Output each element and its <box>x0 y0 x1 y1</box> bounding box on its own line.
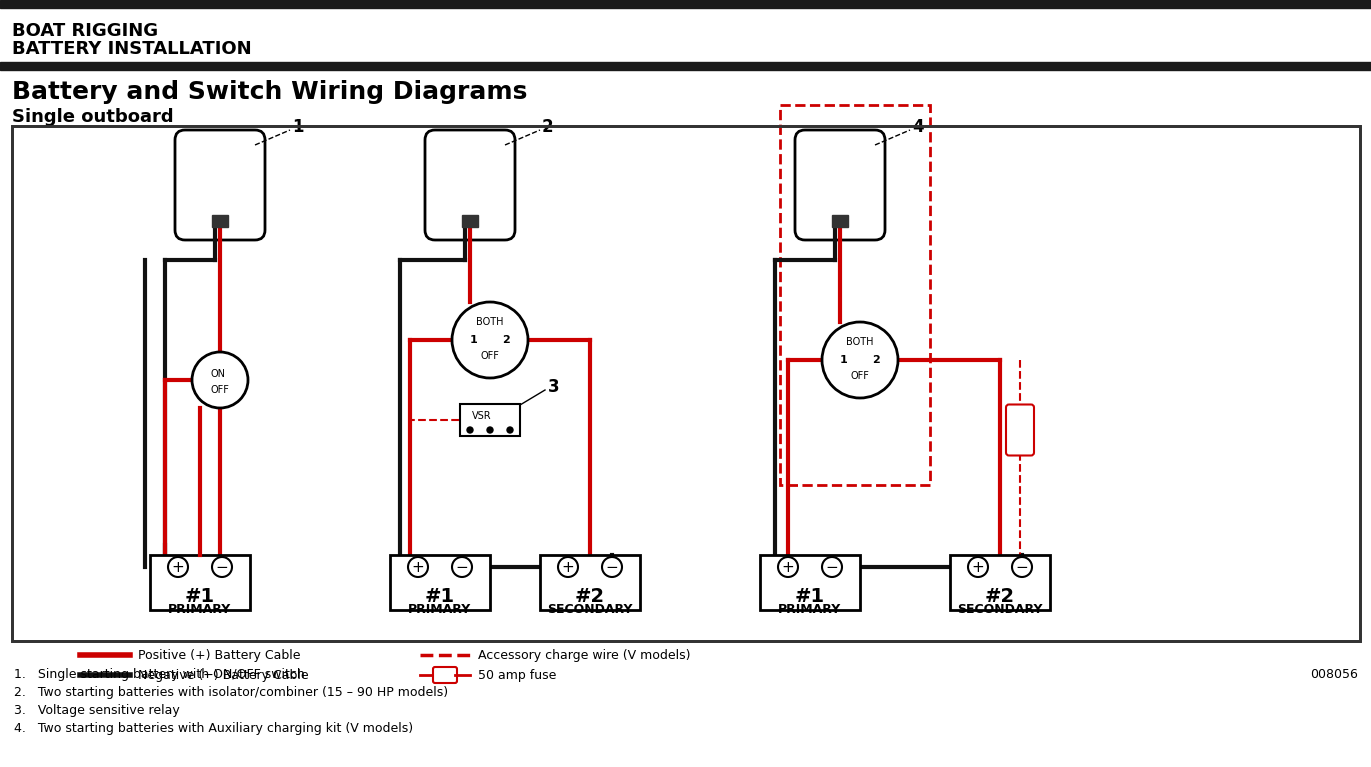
Circle shape <box>487 427 494 433</box>
Circle shape <box>452 557 472 577</box>
Text: +: + <box>171 559 184 574</box>
Text: 2: 2 <box>542 118 554 136</box>
FancyBboxPatch shape <box>175 130 265 240</box>
Text: 2: 2 <box>872 355 880 365</box>
Text: +: + <box>972 559 984 574</box>
Text: PRIMARY: PRIMARY <box>409 603 472 616</box>
Text: BOAT RIGGING: BOAT RIGGING <box>12 22 158 40</box>
Text: Negative (−) Battery Cable: Negative (−) Battery Cable <box>138 669 308 682</box>
Circle shape <box>507 427 513 433</box>
Text: 4: 4 <box>912 118 924 136</box>
Text: 3: 3 <box>548 378 559 396</box>
Text: #2: #2 <box>574 587 605 606</box>
Circle shape <box>452 302 528 378</box>
Text: VSR: VSR <box>472 411 492 421</box>
Bar <box>0 62 1371 70</box>
Bar <box>832 215 849 227</box>
Bar <box>950 555 1050 610</box>
Text: 008056: 008056 <box>1311 668 1359 681</box>
Text: Positive (+) Battery Cable: Positive (+) Battery Cable <box>138 649 300 661</box>
Text: BOTH: BOTH <box>476 317 503 327</box>
Text: #1: #1 <box>795 587 825 606</box>
Circle shape <box>213 557 232 577</box>
Circle shape <box>192 352 248 408</box>
Text: −: − <box>606 559 618 574</box>
Bar <box>461 404 520 436</box>
Circle shape <box>602 557 622 577</box>
Circle shape <box>777 557 798 577</box>
Text: BATTERY INSTALLATION: BATTERY INSTALLATION <box>12 40 252 58</box>
Bar <box>462 215 478 227</box>
FancyBboxPatch shape <box>433 667 457 683</box>
Text: −: − <box>455 559 469 574</box>
Text: SECONDARY: SECONDARY <box>547 603 633 616</box>
Bar <box>213 215 228 227</box>
Text: 1.   Single starting battery with ON/OFF switch: 1. Single starting battery with ON/OFF s… <box>14 668 304 681</box>
Text: #2: #2 <box>984 587 1015 606</box>
Text: Battery and Switch Wiring Diagrams: Battery and Switch Wiring Diagrams <box>12 80 528 104</box>
Bar <box>12 126 1360 641</box>
Bar <box>760 555 860 610</box>
Circle shape <box>823 557 842 577</box>
Bar <box>12 126 1360 641</box>
Text: 1: 1 <box>840 355 847 365</box>
Text: +: + <box>562 559 574 574</box>
FancyBboxPatch shape <box>795 130 886 240</box>
FancyBboxPatch shape <box>425 130 515 240</box>
Text: #1: #1 <box>185 587 215 606</box>
Text: −: − <box>215 559 229 574</box>
Bar <box>540 555 640 610</box>
Circle shape <box>823 322 898 398</box>
Text: OFF: OFF <box>481 351 499 361</box>
Text: Single outboard: Single outboard <box>12 108 174 126</box>
Circle shape <box>468 427 473 433</box>
Text: 4.   Two starting batteries with Auxiliary charging kit (V models): 4. Two starting batteries with Auxiliary… <box>14 722 413 735</box>
Circle shape <box>558 557 579 577</box>
Text: −: − <box>825 559 839 574</box>
Circle shape <box>1012 557 1032 577</box>
Bar <box>0 0 1371 8</box>
Text: PRIMARY: PRIMARY <box>169 603 232 616</box>
Text: OFF: OFF <box>211 385 229 395</box>
Text: +: + <box>781 559 794 574</box>
FancyBboxPatch shape <box>1006 404 1034 456</box>
Text: Accessory charge wire (V models): Accessory charge wire (V models) <box>478 649 691 661</box>
Bar <box>780 105 930 485</box>
Text: SECONDARY: SECONDARY <box>957 603 1043 616</box>
Circle shape <box>968 557 988 577</box>
Bar <box>389 555 489 610</box>
Text: 1: 1 <box>470 335 478 345</box>
Text: BOTH: BOTH <box>846 337 873 347</box>
Text: OFF: OFF <box>850 371 869 381</box>
Text: −: − <box>1016 559 1028 574</box>
Bar <box>149 555 250 610</box>
Text: 2.   Two starting batteries with isolator/combiner (15 – 90 HP models): 2. Two starting batteries with isolator/… <box>14 686 448 699</box>
Text: +: + <box>411 559 425 574</box>
Text: PRIMARY: PRIMARY <box>779 603 842 616</box>
Circle shape <box>169 557 188 577</box>
Text: #1: #1 <box>425 587 455 606</box>
Circle shape <box>409 557 428 577</box>
Text: 2: 2 <box>502 335 510 345</box>
Bar <box>0 8 1371 63</box>
Text: 1: 1 <box>292 118 303 136</box>
Text: 3.   Voltage sensitive relay: 3. Voltage sensitive relay <box>14 704 180 717</box>
Text: ON: ON <box>211 369 225 379</box>
Text: 50 amp fuse: 50 amp fuse <box>478 669 557 682</box>
